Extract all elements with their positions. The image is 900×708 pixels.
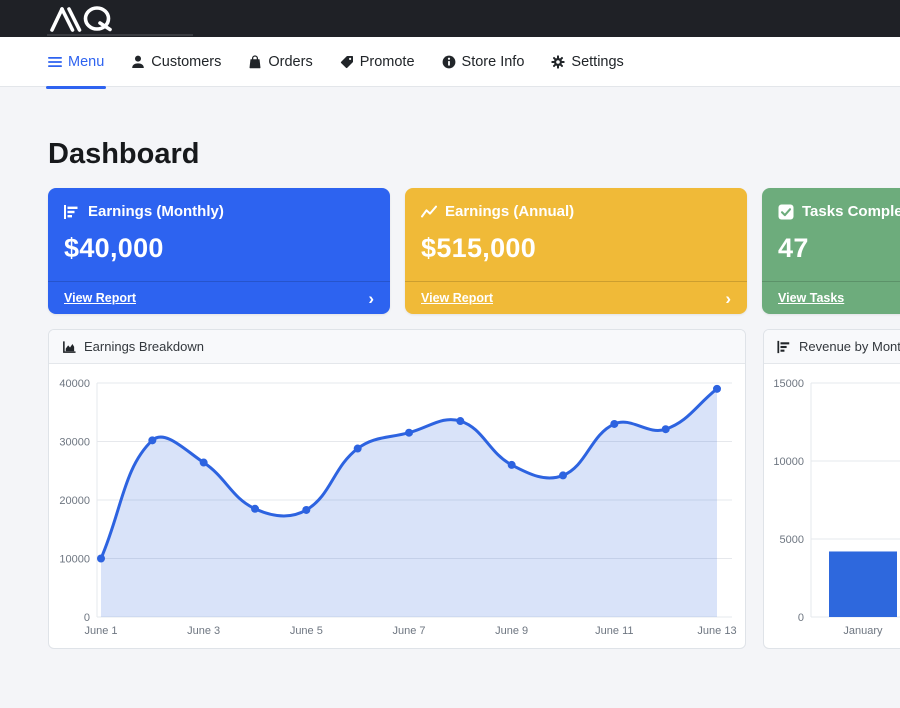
stat-card-value: $40,000 — [64, 233, 164, 263]
stat-card-title-row: Tasks Completed — [778, 203, 900, 220]
chevron-right-icon: › — [725, 288, 731, 308]
svg-text:June 5: June 5 — [290, 625, 323, 637]
svg-text:June 9: June 9 — [495, 625, 528, 637]
svg-text:30000: 30000 — [59, 437, 90, 449]
nav-item-store-info[interactable]: Store Info — [442, 37, 525, 86]
person-icon — [132, 55, 145, 68]
chart-title: Earnings Breakdown — [84, 339, 204, 354]
nav-label: Store Info — [461, 53, 525, 70]
svg-text:40000: 40000 — [59, 378, 90, 390]
view-report-link[interactable]: View Report — [64, 291, 137, 305]
view-report-button[interactable]: View Report › — [48, 281, 390, 314]
horizontal-bar-chart-icon — [64, 204, 78, 219]
stat-card-value: $515,000 — [421, 233, 537, 263]
area-chart-icon — [63, 340, 76, 353]
revenue-by-month-header: Revenue by Month — [764, 330, 900, 364]
svg-text:5000: 5000 — [780, 534, 804, 546]
horizontal-bar-chart-icon — [777, 340, 790, 353]
line-chart-icon — [421, 205, 437, 217]
earnings-breakdown-card: Earnings Breakdown 0 10000 20000 30000 40000… — [48, 329, 746, 649]
svg-text:10000: 10000 — [773, 456, 804, 468]
nav-item-orders[interactable]: Orders — [248, 37, 313, 86]
svg-text:20000: 20000 — [59, 495, 90, 507]
nav-item-promote[interactable]: Promote — [340, 37, 415, 86]
brand-logo-icon[interactable] — [49, 5, 131, 33]
earnings-breakdown-header: Earnings Breakdown — [49, 330, 745, 364]
chevron-right-icon: › — [368, 288, 374, 308]
svg-text:June 13: June 13 — [697, 625, 736, 637]
stat-card-value: 47 — [778, 233, 809, 263]
main-content: Dashboard Earnings (Monthly) $40,000 Vie… — [0, 138, 900, 649]
view-tasks-link[interactable]: View Tasks — [778, 291, 845, 305]
svg-text:June 1: June 1 — [84, 625, 117, 637]
tag-icon — [340, 55, 353, 68]
svg-text:June 11: June 11 — [595, 625, 633, 637]
line-chart-area[interactable]: 0 10000 20000 30000 40000 June 1 June 3 June 5 J… — [49, 364, 745, 648]
nav-label: Orders — [268, 53, 313, 70]
main-navigation: Menu Customers Orders Promote Store Info… — [0, 37, 900, 89]
top-app-bar — [0, 0, 900, 37]
stat-card-title-row: Earnings (Monthly) — [64, 203, 374, 220]
view-tasks-button[interactable]: View Tasks › — [762, 281, 900, 314]
nav-item-customers[interactable]: Customers — [131, 37, 221, 86]
hamburger-icon — [48, 56, 62, 67]
nav-item-menu[interactable]: Menu — [45, 37, 107, 89]
chart-title: Revenue by Month — [799, 339, 900, 354]
stat-card-earnings-annual: Earnings (Annual) $515,000 View Report › — [405, 188, 747, 314]
svg-text:0: 0 — [84, 612, 90, 624]
stat-card-tasks-completed: Tasks Completed 47 View Tasks › — [762, 188, 900, 314]
view-report-link[interactable]: View Report — [421, 291, 494, 305]
stat-cards-row: Earnings (Monthly) $40,000 View Report ›… — [48, 188, 900, 314]
check-square-icon — [778, 204, 794, 219]
svg-text:15000: 15000 — [773, 378, 804, 390]
nav-label: Menu — [68, 53, 105, 70]
svg-text:0: 0 — [798, 612, 804, 624]
revenue-by-month-card: Revenue by Month 0 5000 10000 15000 January — [763, 329, 900, 649]
page-title: Dashboard — [48, 138, 200, 170]
stat-card-title: Earnings (Monthly) — [88, 203, 224, 220]
svg-text:10000: 10000 — [59, 554, 90, 566]
logo-underline — [47, 34, 193, 36]
nav-item-settings[interactable]: Settings — [551, 37, 624, 86]
gear-icon — [551, 54, 566, 69]
charts-row: Earnings Breakdown 0 10000 20000 30000 40000… — [48, 329, 900, 649]
nav-label: Promote — [359, 53, 415, 70]
svg-text:June 7: June 7 — [392, 625, 425, 637]
bar-chart-area[interactable]: 0 5000 10000 15000 January — [764, 364, 900, 648]
stat-card-earnings-monthly: Earnings (Monthly) $40,000 View Report › — [48, 188, 390, 314]
info-icon — [442, 55, 455, 68]
shopping-bag-icon — [249, 54, 261, 68]
stat-card-title: Earnings (Annual) — [445, 203, 575, 220]
svg-text:June 3: June 3 — [187, 625, 220, 637]
stat-card-title: Tasks Completed — [802, 203, 900, 220]
svg-text:January: January — [843, 625, 883, 637]
stat-card-title-row: Earnings (Annual) — [421, 203, 731, 220]
nav-label: Customers — [151, 53, 222, 70]
nav-label: Settings — [571, 53, 624, 70]
view-report-button[interactable]: View Report › — [405, 281, 747, 314]
